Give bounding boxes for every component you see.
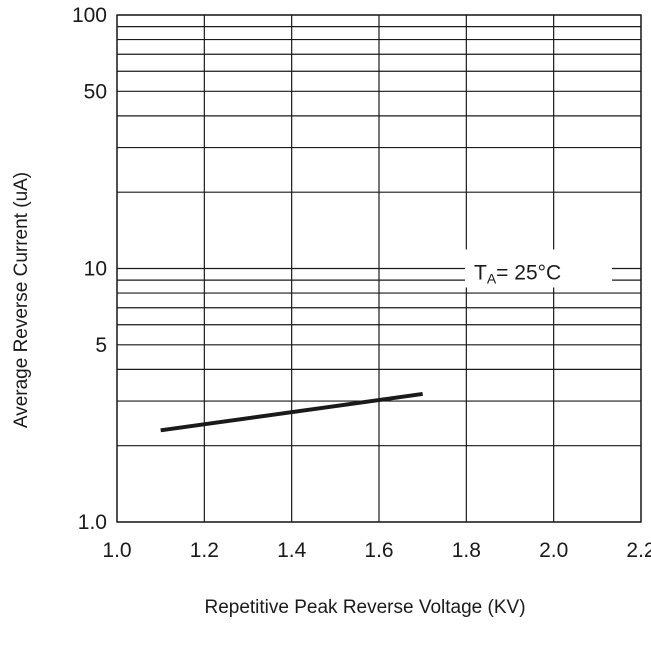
y-tick-label-3: 50: [84, 80, 107, 103]
y-tick-label-4: 100: [72, 4, 107, 27]
y-tick-label-0: 1.0: [78, 511, 107, 534]
x-tick-label-0: 1.0: [102, 539, 131, 562]
plot-frame: [116, 14, 642, 523]
series-line-0: [160, 391, 423, 433]
series: [160, 391, 423, 433]
x-tick-label-4: 1.8: [452, 539, 481, 562]
y-tick-label-1: 5: [95, 334, 107, 357]
x-tick-label-2: 1.4: [277, 539, 307, 562]
x-tick-label-3: 1.6: [364, 539, 393, 562]
x-tick-label-5: 2.0: [539, 539, 568, 562]
y-axis-label: Average Reverse Current (uA): [11, 172, 32, 428]
x-axis-label: Repetitive Peak Reverse Voltage (KV): [204, 597, 525, 618]
y-tick-label-2: 10: [84, 258, 107, 281]
annotation: TA= 25°C: [465, 249, 612, 288]
annotation-background: [465, 249, 612, 288]
x-tick-label-1: 1.2: [190, 539, 219, 562]
annotation-label: TA= 25°C: [474, 262, 561, 287]
x-tick-label-6: 2.2: [626, 539, 651, 562]
tick-labels: 1.0 1.2 1.4 1.6 1.8 2.0 2.2 1.0 5 10 50 100: [72, 4, 651, 562]
